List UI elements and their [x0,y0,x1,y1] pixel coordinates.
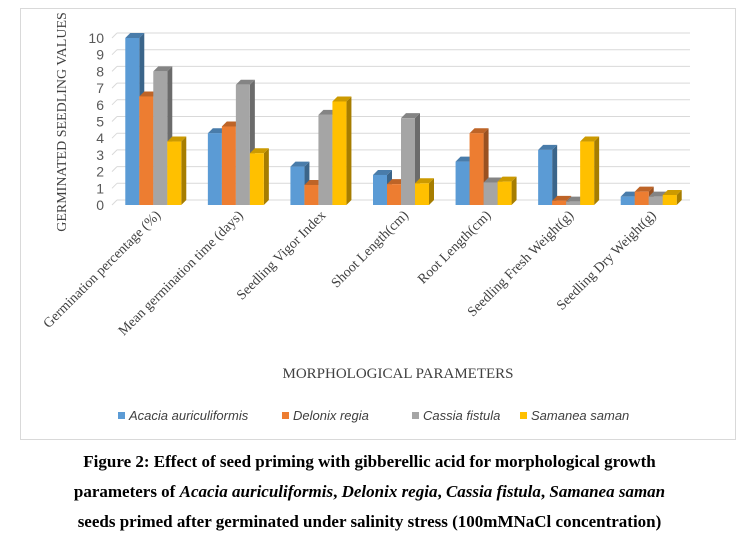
bar [552,200,567,205]
bar [497,181,512,205]
bar [634,191,649,205]
bar-side [552,144,558,205]
x-axis-label: MORPHOLOGICAL PARAMETERS [282,366,513,382]
bar-top [415,178,434,184]
bar [207,133,222,205]
legend-label: Samanea saman [531,408,629,423]
y-tick-label: 4 [96,130,104,146]
bar-side [181,136,187,205]
bar-side [511,176,517,205]
y-tick-label: 8 [96,63,104,79]
bar-side [346,96,352,205]
bar-top [401,113,420,119]
bar [620,196,635,205]
bar-top [483,177,503,183]
bar-top [552,195,572,201]
bar-top [235,79,255,85]
legend-swatch [520,412,527,419]
x-tick-label: Shoot Length(cm) [329,208,412,291]
bar [153,71,168,206]
bar [415,183,429,205]
gridline-depth [111,32,118,39]
bar-top [469,128,489,134]
caption-line-1: Figure 2: Effect of seed priming with gi… [83,452,656,471]
legend-label: Cassia fistula [423,408,500,423]
bar [139,96,154,205]
legend-swatch [412,412,419,419]
caption-prefix: parameters of [73,482,180,501]
bar-top [373,169,392,175]
legend-label: Delonix regia [293,408,369,423]
y-tick-label: 9 [96,47,104,63]
gridline-depth [111,66,118,72]
bar [167,141,182,205]
legend-label: Acacia auriculiformis [128,408,249,423]
bar [648,196,663,205]
y-tick-label: 3 [96,147,104,163]
legend-swatch [118,412,125,419]
bar [221,126,236,205]
y-tick-label: 0 [96,197,104,213]
bar-top [167,136,187,142]
bar [249,153,264,205]
bar [580,141,595,205]
bar-top [290,161,310,167]
bar-side [676,189,682,205]
y-tick-label: 2 [96,164,104,180]
bar [469,133,484,205]
bar-top [153,66,173,72]
y-tick-label: 6 [96,97,104,113]
gridline-depth [111,99,118,106]
bar [125,38,140,205]
caption-species: Samanea saman [549,482,666,501]
bar-top [580,136,600,142]
gridline-depth [111,82,118,89]
gridline-depth [111,182,118,189]
bar-top [125,33,145,38]
bar-top [497,176,517,182]
bar [235,84,250,205]
bar [401,118,415,205]
bar [332,101,347,205]
gridline-depth [111,166,118,172]
bar [455,161,470,205]
bar-top [538,144,558,150]
y-tick-label: 5 [96,114,104,130]
y-tick-label: 10 [88,30,104,46]
bar-side [594,136,600,205]
bar [318,114,333,205]
bar-top [662,189,682,195]
y-tick-label: 1 [96,180,104,196]
legend-swatch [282,412,289,419]
bar-top [249,148,269,154]
gridline-depth [111,49,118,56]
gridline-depth [111,199,118,206]
x-tick-label: Seedling Vigor Index [234,208,329,303]
gridline-depth [111,149,118,156]
bar-top [332,96,352,102]
bar [483,182,498,205]
bar [387,184,401,205]
gridline-depth [111,132,118,139]
bar [566,201,581,205]
bar [373,174,387,205]
caption-species: Delonix regia [341,482,438,501]
bar-side [429,178,434,205]
bar [304,184,319,205]
caption-species: Cassia fistula [445,482,541,501]
caption-species: Acacia auriculiformis [179,482,334,501]
bar-side [263,148,269,205]
gridline-depth [111,116,118,122]
y-axis-label: GERMINATED SEEDLING VALUES [55,12,70,232]
bar [290,166,305,205]
bar [662,194,677,205]
y-tick-label: 7 [96,80,104,96]
bar [538,149,553,205]
x-tick-label: Root Length(cm) [415,208,494,287]
caption-line-3: seeds primed after germinated under sali… [77,512,662,531]
chart-frame [20,8,736,440]
caption-line-2: parameters of Acacia auriculiformis, Del… [73,482,666,501]
bar-top [634,186,654,192]
